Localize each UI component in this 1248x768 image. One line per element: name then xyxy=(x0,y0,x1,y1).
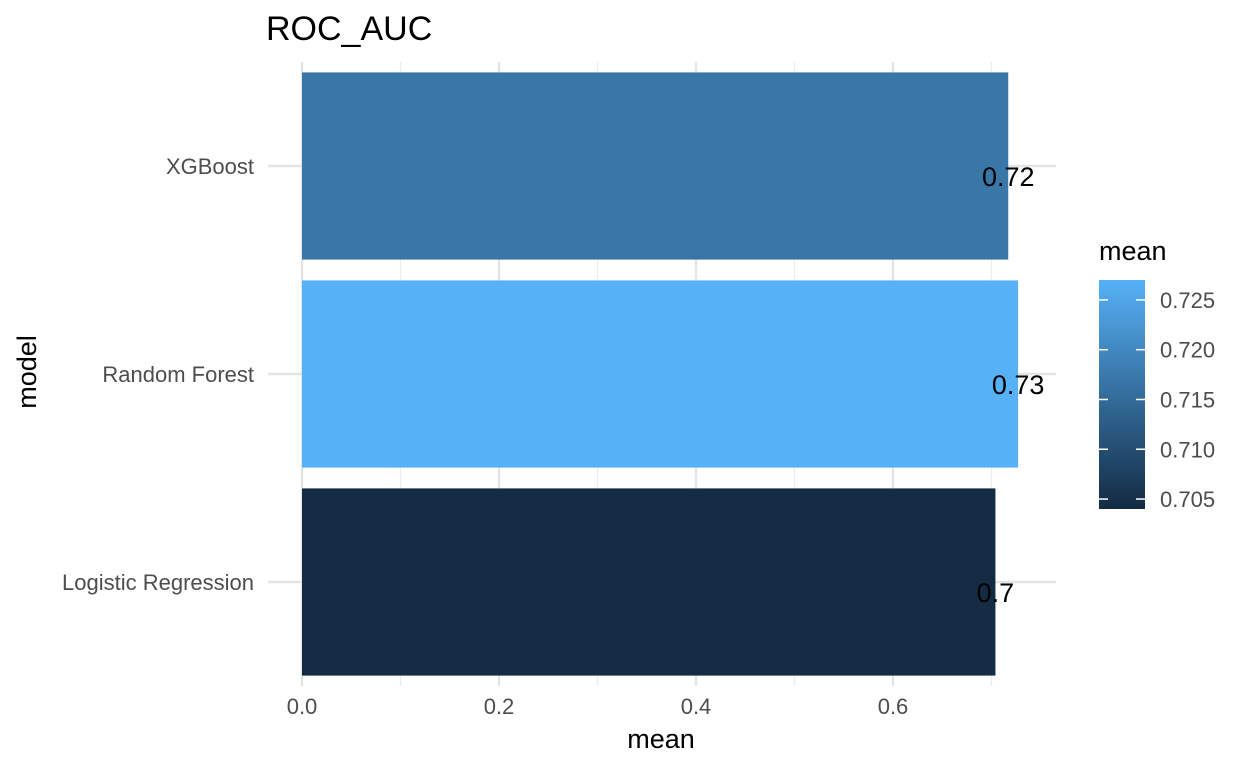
bar-value-label: 0.73 xyxy=(992,370,1045,400)
bar xyxy=(302,72,1009,260)
y-tick-label: Random Forest xyxy=(102,362,254,387)
x-axis-title: mean xyxy=(627,724,695,754)
color-legend: mean 0.705 0.710 0.715 0.720 0.725 xyxy=(1099,236,1215,512)
y-tick-label: Logistic Regression xyxy=(62,570,254,595)
bar xyxy=(302,280,1019,468)
legend-title: mean xyxy=(1099,236,1167,266)
bars xyxy=(302,72,1019,676)
colorbar-ticks: 0.705 0.710 0.715 0.720 0.725 xyxy=(1099,288,1215,512)
legend-tick-label: 0.705 xyxy=(1160,487,1215,512)
legend-tick-label: 0.725 xyxy=(1160,288,1215,313)
chart-title: ROC_AUC xyxy=(266,10,432,48)
data-labels: 0.7 0.73 0.72 xyxy=(977,162,1045,608)
bar-value-label: 0.7 xyxy=(977,578,1015,608)
x-tick-label: 0.2 xyxy=(484,694,515,719)
x-tick-label: 0.4 xyxy=(681,694,712,719)
legend-tick-label: 0.720 xyxy=(1160,338,1215,363)
y-axis-ticks: Logistic Regression Random Forest XGBoost xyxy=(62,154,254,595)
y-axis-title: model xyxy=(12,335,42,409)
colorbar xyxy=(1099,280,1145,509)
y-tick-label: XGBoost xyxy=(166,154,254,179)
bar xyxy=(302,488,996,676)
x-axis-ticks: 0.0 0.2 0.4 0.6 xyxy=(287,694,909,719)
bar-value-label: 0.72 xyxy=(982,162,1035,192)
x-tick-label: 0.6 xyxy=(878,694,909,719)
x-tick-label: 0.0 xyxy=(287,694,318,719)
legend-tick-label: 0.710 xyxy=(1160,437,1215,462)
legend-tick-label: 0.715 xyxy=(1160,387,1215,412)
